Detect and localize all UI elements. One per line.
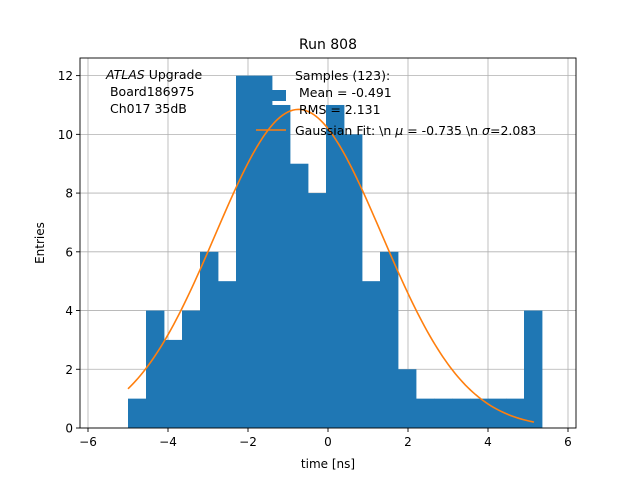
legend-samples-label: Samples (123): <box>295 68 390 83</box>
histogram-bar <box>452 398 471 428</box>
histogram-bar <box>344 134 363 428</box>
y-tick-label: 6 <box>65 245 73 259</box>
histogram-bar <box>326 104 345 428</box>
histogram-bar <box>434 398 453 428</box>
histogram-bar <box>272 104 291 428</box>
x-tick-label: 2 <box>404 435 412 449</box>
annotation-line-2: Board186975 <box>106 84 194 99</box>
histogram-bar <box>146 310 165 428</box>
x-tick-label: 4 <box>484 435 492 449</box>
histogram-bar <box>182 310 201 428</box>
x-tick-label: −6 <box>79 435 97 449</box>
x-axis-ticks: −6 −4 −2 0 2 4 6 <box>79 428 572 449</box>
histogram-bar <box>128 398 147 428</box>
histogram-bar <box>380 251 399 428</box>
histogram-bar <box>290 163 309 428</box>
legend-histogram-swatch <box>256 90 286 101</box>
legend-fit-middle: = -0.735 \n <box>403 123 482 138</box>
legend-fit-prefix: Gaussian Fit: \n <box>295 123 395 138</box>
legend-mean-label: Mean = -0.491 <box>295 85 392 100</box>
x-axis-label: time [ns] <box>301 457 355 471</box>
annotation-line-3: Ch017 35dB <box>106 101 187 116</box>
y-tick-label: 0 <box>65 422 73 436</box>
annotation-atlas: ATLAS <box>105 67 145 82</box>
legend-fit-sigma-symbol: σ <box>482 123 491 138</box>
y-tick-label: 2 <box>65 363 73 377</box>
histogram-bar <box>524 310 543 428</box>
annotation-line-1: ATLAS Upgrade <box>105 67 202 82</box>
histogram-bar <box>416 398 435 428</box>
histogram-bar <box>398 369 417 428</box>
legend: Samples (123): Mean = -0.491 RMS = 2.131… <box>256 68 536 138</box>
y-tick-label: 10 <box>58 128 73 142</box>
histogram-bar <box>236 75 255 428</box>
x-tick-label: −4 <box>159 435 177 449</box>
atlas-annotation: ATLAS Upgrade Board186975 Ch017 35dB <box>105 67 202 116</box>
annotation-upgrade: Upgrade <box>145 67 203 82</box>
histogram-bar <box>362 281 381 428</box>
x-tick-label: 0 <box>324 435 332 449</box>
histogram-bar <box>506 398 525 428</box>
histogram-bar <box>164 339 183 428</box>
y-tick-label: 4 <box>65 304 73 318</box>
y-tick-label: 8 <box>65 187 73 201</box>
histogram-bar <box>470 398 489 428</box>
x-tick-label: 6 <box>564 435 572 449</box>
legend-fit-suffix: =2.083 <box>490 123 536 138</box>
x-tick-label: −2 <box>239 435 257 449</box>
legend-fit-mu-symbol: μ <box>394 123 403 138</box>
histogram-bar <box>200 251 219 428</box>
legend-rms-label: RMS = 2.131 <box>295 102 381 117</box>
chart-title: Run 808 <box>299 37 357 53</box>
histogram-bar <box>308 193 327 428</box>
legend-fit-label: Gaussian Fit: \n μ = -0.735 \n σ=2.083 <box>295 123 536 138</box>
y-axis-ticks: 0 2 4 6 8 10 12 <box>58 69 80 436</box>
histogram-bar <box>254 75 273 428</box>
histogram-bar <box>218 281 237 428</box>
y-tick-label: 12 <box>58 69 73 83</box>
histogram-bars <box>128 75 543 428</box>
y-axis-label: Entries <box>33 222 47 264</box>
gaussian-fit-line <box>127 108 535 423</box>
